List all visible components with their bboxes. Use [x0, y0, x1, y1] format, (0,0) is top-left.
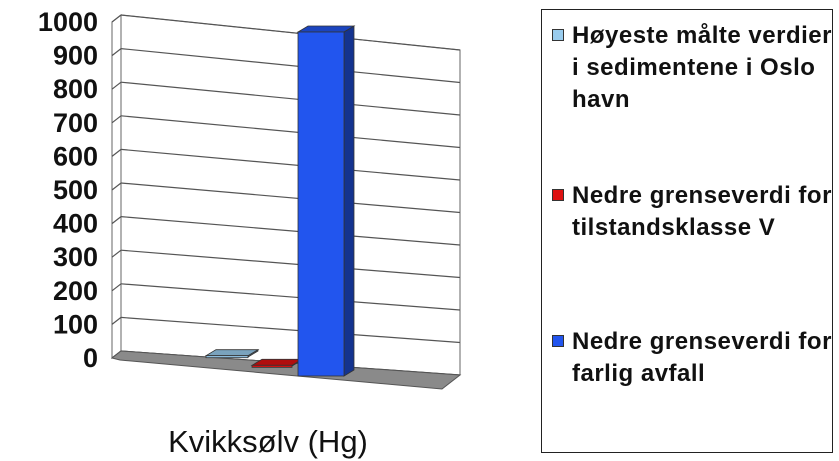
bar [251, 364, 293, 368]
y-tick-label: 300 [53, 242, 98, 272]
gridline [120, 182, 461, 214]
legend-swatch-highest-measured [552, 29, 564, 41]
gridline-side [111, 14, 122, 23]
legend-item-class-v: Nedre grenseverdi for tilstandsklasse V [552, 180, 832, 244]
legend-item-highest-measured: Høyeste målte verdier i sedimentene i Os… [552, 20, 832, 116]
legend-label: Nedre grenseverdi for tilstandsklasse V [572, 182, 832, 241]
gridline-side [111, 249, 122, 258]
gridline [120, 81, 461, 116]
legend: Høyeste målte verdier i sedimentene i Os… [541, 9, 833, 453]
gridline-side [111, 48, 122, 57]
legend-swatch-hazardous-waste [552, 335, 564, 347]
y-tick-label: 0 [83, 343, 98, 373]
floor-plane [110, 350, 462, 390]
bar [297, 31, 345, 377]
y-tick-label: 200 [53, 276, 98, 306]
bar-top [204, 349, 260, 357]
bar-top [296, 25, 356, 33]
legend-label: Høyeste målte verdier i sedimentene i Os… [572, 22, 832, 113]
y-tick-label: 1000 [38, 7, 98, 37]
chart-gridlines [111, 14, 461, 376]
gridline [120, 48, 461, 84]
y-tick-label: 400 [53, 209, 98, 239]
bar-0 [204, 348, 260, 359]
legend-swatch-class-v [552, 189, 564, 201]
y-tick-label: 500 [53, 175, 98, 205]
y-tick-label: 700 [53, 108, 98, 138]
y-tick-label: 100 [53, 309, 98, 339]
y-tick-label: 900 [53, 41, 98, 71]
gridline-side [111, 81, 122, 90]
legend-item-hazardous-waste: Nedre grenseverdi for farlig avfall [552, 326, 832, 390]
bar [205, 355, 249, 359]
y-tick-label: 600 [53, 141, 98, 171]
legend-label: Nedre grenseverdi for farlig avfall [572, 328, 832, 387]
gridline [120, 283, 461, 311]
x-axis-label: Kvikksølv (Hg) [168, 424, 368, 459]
gridline-side [111, 316, 122, 325]
gridline [120, 249, 461, 279]
gridline [120, 148, 461, 181]
chart-floor [110, 350, 462, 390]
gridline-side [111, 216, 122, 225]
gridline-side [111, 115, 122, 124]
y-tick-label: 800 [53, 74, 98, 104]
bar-2 [296, 25, 356, 377]
gridline [120, 14, 461, 51]
chart-area: 0 100 200 300 400 500 600 700 800 900 1000 Kvikksø… [38, 7, 462, 459]
gridline [120, 216, 461, 246]
bar-side [343, 25, 355, 377]
chart-bars [204, 25, 356, 377]
gridline [120, 316, 461, 344]
gridline-side [111, 182, 122, 191]
gridline-side [111, 148, 122, 157]
gridline [120, 115, 461, 149]
gridline-side [111, 283, 122, 292]
bar-1 [250, 358, 304, 368]
